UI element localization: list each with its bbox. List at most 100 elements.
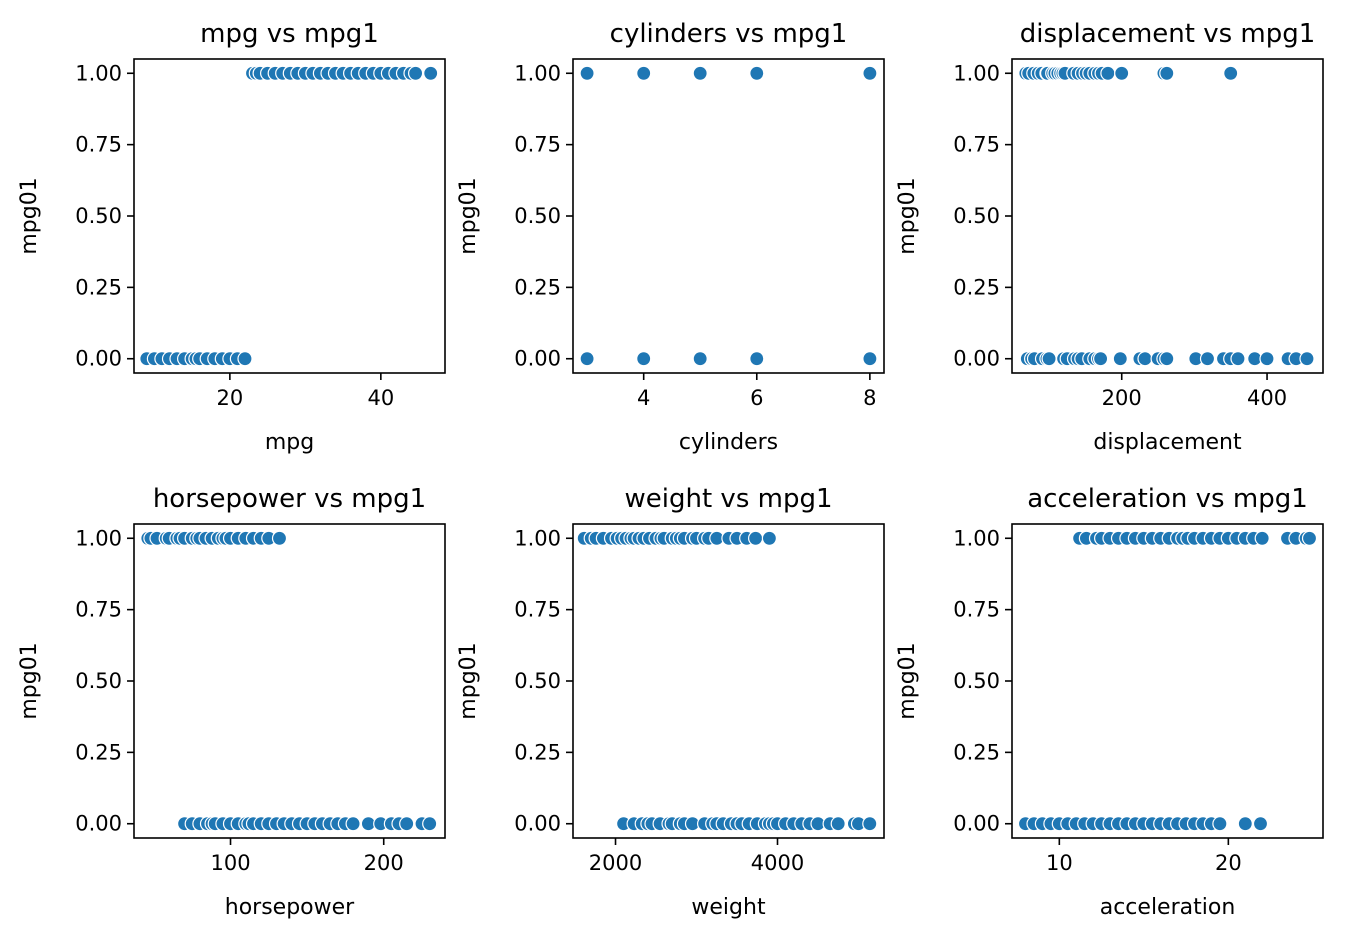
data-point: [1212, 816, 1228, 832]
data-point: [1237, 816, 1253, 832]
chart-title: cylinders vs mpg1: [610, 19, 848, 49]
data-point: [1159, 351, 1175, 367]
y-axis-label: mpg01: [17, 177, 42, 254]
y-tick-label: 0.25: [953, 275, 1000, 299]
x-tick-label: 20: [216, 386, 243, 410]
x-axis-label: mpg: [265, 430, 314, 455]
y-tick-label: 0.00: [514, 347, 561, 371]
data-point: [1230, 351, 1246, 367]
data-point: [636, 351, 652, 367]
y-tick-label: 0.00: [75, 347, 122, 371]
x-tick-label: 4: [637, 386, 650, 410]
y-tick-label: 1.00: [514, 526, 561, 550]
y-tick-label: 0.00: [514, 812, 561, 836]
x-tick-label: 6: [750, 386, 763, 410]
x-tick-label: 100: [210, 851, 250, 875]
subplot-6: 0.00 0.25 0.50 0.75 1.00 10 20 acceleration vs …: [895, 484, 1324, 920]
data-point: [237, 351, 253, 367]
data-point: [1199, 351, 1216, 367]
axes-frame: [572, 58, 885, 374]
chart-title: displacement vs mpg1: [1020, 19, 1316, 49]
x-tick-label: 10: [1046, 851, 1073, 875]
y-tick-label: 0.50: [514, 669, 561, 693]
y-tick-label: 0.75: [514, 598, 561, 622]
data-point: [749, 65, 765, 81]
y-tick-label: 1.00: [514, 61, 561, 85]
x-axis-label: displacement: [1093, 430, 1242, 455]
x-tick-label: 200: [364, 851, 404, 875]
y-tick-label: 0.25: [514, 740, 561, 764]
y-tick-label: 0.75: [953, 598, 1000, 622]
x-tick-label: 200: [1102, 386, 1142, 410]
y-tick-label: 0.25: [953, 740, 1000, 764]
data-point: [830, 816, 846, 832]
y-tick-label: 0.25: [514, 275, 561, 299]
x-tick-label: 40: [367, 386, 394, 410]
y-axis-label: mpg01: [17, 642, 42, 719]
x-tick-label: 4000: [751, 851, 804, 875]
y-tick-label: 0.00: [953, 347, 1000, 371]
data-point: [1259, 351, 1275, 367]
data-point: [636, 65, 652, 81]
y-tick-label: 0.50: [953, 204, 1000, 228]
data-point: [1159, 65, 1175, 81]
axes-frame: [1011, 523, 1324, 839]
y-tick-label: 0.75: [514, 133, 561, 157]
chart-title: acceleration vs mpg1: [1027, 484, 1308, 514]
data-point: [862, 351, 878, 367]
axes-frame: [133, 523, 446, 839]
y-tick-label: 0.75: [953, 133, 1000, 157]
data-point: [1114, 65, 1130, 81]
data-point: [749, 351, 765, 367]
data-point: [1299, 351, 1315, 367]
x-axis-label: cylinders: [679, 430, 778, 455]
data-point: [345, 816, 361, 832]
data-point: [408, 65, 424, 81]
y-tick-label: 0.50: [953, 669, 1000, 693]
axes-frame: [133, 58, 446, 374]
y-tick-label: 0.00: [953, 812, 1000, 836]
x-axis-label: weight: [691, 895, 766, 920]
chart-title: mpg vs mpg1: [200, 19, 379, 49]
data-point: [422, 816, 438, 832]
axes-frame: [572, 523, 885, 839]
chart-title: horsepower vs mpg1: [153, 484, 426, 514]
data-point: [761, 530, 778, 546]
x-axis-label: acceleration: [1100, 895, 1236, 920]
y-tick-label: 0.00: [75, 812, 122, 836]
y-tick-label: 0.25: [75, 275, 122, 299]
axes-frame: [1011, 58, 1324, 374]
data-point: [423, 65, 439, 81]
data-point: [1301, 530, 1318, 546]
x-tick-label: 2000: [589, 851, 642, 875]
data-point: [271, 530, 288, 546]
subplot-2: 0.00 0.25 0.50 0.75 1.00 4 6 8 cylinders vs mpg1…: [456, 19, 885, 455]
data-point: [862, 816, 878, 832]
subplot-3: 0.00 0.25 0.50 0.75 1.00 200 400 displacement v…: [895, 19, 1324, 455]
data-point: [1100, 65, 1116, 81]
y-axis-label: mpg01: [456, 642, 481, 719]
y-tick-label: 1.00: [75, 61, 122, 85]
y-axis-label: mpg01: [895, 177, 920, 254]
data-point: [1137, 351, 1153, 367]
data-point: [399, 816, 415, 832]
y-tick-label: 0.50: [514, 204, 561, 228]
data-point: [579, 351, 595, 367]
y-tick-label: 0.75: [75, 598, 122, 622]
y-axis-label: mpg01: [895, 642, 920, 719]
data-point: [1254, 530, 1270, 546]
data-point: [579, 65, 595, 81]
data-point: [1252, 816, 1269, 832]
subplot-1: 0.00 0.25 0.50 0.75 1.00 20 40 mpg vs mpg1 mpg mp…: [17, 19, 446, 455]
y-tick-label: 1.00: [953, 61, 1000, 85]
x-tick-label: 400: [1247, 386, 1287, 410]
x-axis-label: horsepower: [225, 895, 355, 920]
y-tick-label: 1.00: [953, 526, 1000, 550]
data-point: [1092, 351, 1109, 367]
data-point: [692, 351, 708, 367]
data-point: [862, 65, 878, 81]
y-tick-label: 0.50: [75, 204, 122, 228]
chart-title: weight vs mpg1: [625, 484, 833, 514]
data-point: [1223, 65, 1239, 81]
